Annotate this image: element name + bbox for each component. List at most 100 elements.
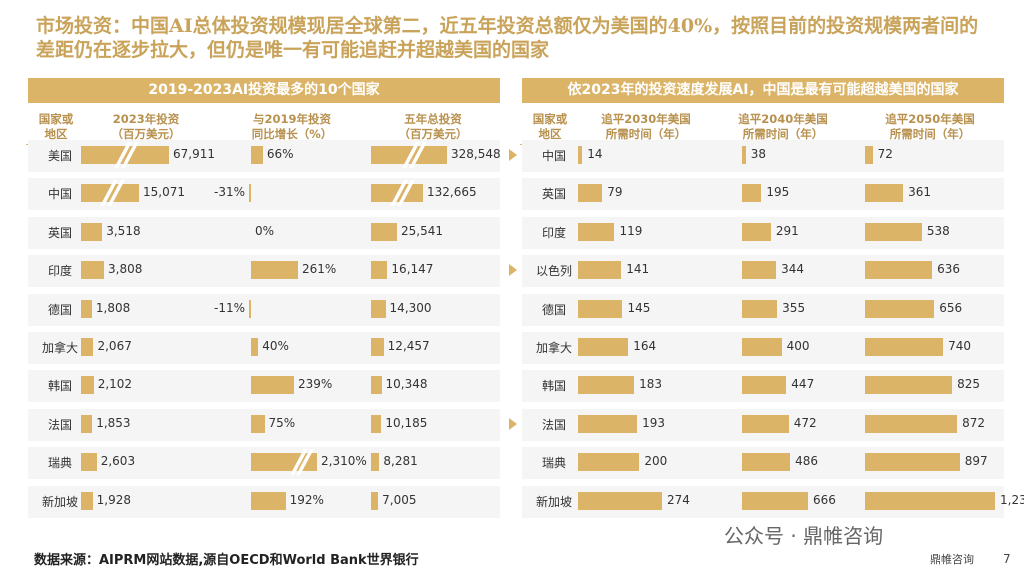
investment-2023-bar <box>81 299 92 318</box>
growth-label: -11% <box>213 300 245 315</box>
total-investment-label: 14,300 <box>389 300 432 315</box>
left-panel-title: 2019-2023AI投资最多的10个国家 <box>28 78 500 103</box>
investment-2023-bar <box>81 338 94 356</box>
total-investment-label: 132,665 <box>427 185 477 200</box>
catch-up-years-bar <box>742 453 791 472</box>
right-category-label: 以色列 <box>535 264 572 279</box>
catch-up-years-label: 656 <box>939 300 963 315</box>
catch-up-years-bar <box>742 376 787 395</box>
total-investment-bar <box>371 414 382 433</box>
investment-2023-bar <box>81 222 103 241</box>
catch-up-years-bar <box>865 146 873 164</box>
catch-up-years-bar <box>865 491 995 510</box>
investment-2023-label: 1,928 <box>96 492 131 507</box>
catch-up-years-label: 400 <box>786 339 810 353</box>
investment-2023-label: 67,911 <box>173 147 215 161</box>
growth-bar <box>251 146 263 164</box>
investment-2023-label: 2,067 <box>97 339 132 353</box>
investment-2023-bar <box>81 414 93 433</box>
catch-up-years-bar <box>578 184 603 203</box>
total-investment-label: 328,548 <box>451 147 501 161</box>
catch-up-years-bar <box>865 299 935 318</box>
catch-up-years-bar <box>742 414 789 433</box>
investment-2023-label: 3,808 <box>108 262 143 277</box>
catch-up-years-bar <box>578 414 638 433</box>
catch-up-years-label: 666 <box>813 492 836 507</box>
growth-bar <box>251 491 286 510</box>
catch-up-years-bar <box>865 338 944 356</box>
catch-up-years-bar <box>742 299 778 318</box>
left-column-header: 与2019年投资 同比增长（%） <box>226 112 358 145</box>
right-category-label: 瑞典 <box>541 456 566 471</box>
right-row-background <box>522 178 1004 211</box>
catch-up-years-label: 538 <box>926 223 950 238</box>
catch-up-years-label: 119 <box>619 223 643 238</box>
growth-label: 40% <box>262 339 289 353</box>
investment-2023-label: 15,071 <box>143 185 185 200</box>
growth-label: -31% <box>213 185 245 200</box>
panel-connector-arrow <box>509 149 517 161</box>
right-category-label: 加拿大 <box>535 341 572 355</box>
catch-up-years-bar <box>578 453 640 472</box>
total-investment-bar <box>371 376 382 395</box>
catch-up-years-label: 164 <box>633 339 657 353</box>
catch-up-years-label: 740 <box>948 339 972 353</box>
catch-up-years-label: 636 <box>937 262 961 277</box>
catch-up-years-label: 872 <box>962 415 985 430</box>
wechat-watermark: 公众号 · 鼎帷咨询 <box>724 524 884 548</box>
left-category-label: 新加坡 <box>41 494 78 509</box>
catch-up-years-bar <box>578 338 629 356</box>
investment-2023-label: 2,102 <box>97 377 133 392</box>
investment-2023-label: 1,808 <box>95 300 131 315</box>
left-category-label: 印度 <box>47 264 72 279</box>
growth-label: 2,310% <box>321 454 367 469</box>
panel-connector-arrow <box>509 417 517 430</box>
catch-up-years-label: 200 <box>644 454 668 469</box>
catch-up-years-label: 897 <box>964 454 988 469</box>
growth-bar <box>251 376 295 395</box>
right-category-label: 法国 <box>541 417 566 432</box>
catch-up-years-bar <box>865 453 960 472</box>
catch-up-years-bar <box>578 261 622 280</box>
catch-up-years-label: 274 <box>667 492 690 507</box>
growth-label: 0% <box>255 223 275 238</box>
total-investment-bar <box>371 453 380 472</box>
left-row-background <box>28 332 500 364</box>
catch-up-years-bar <box>742 184 762 203</box>
footer-brand: 鼎帷咨询 <box>930 553 974 566</box>
total-investment-label: 10,185 <box>385 415 428 430</box>
catch-up-years-label: 79 <box>607 185 623 200</box>
growth-label: 239% <box>298 377 333 392</box>
total-investment-bar <box>371 222 397 241</box>
catch-up-years-bar <box>742 146 746 164</box>
investment-2023-bar <box>81 453 97 472</box>
right-row-background <box>522 140 1004 172</box>
right-category-label: 英国 <box>541 187 566 202</box>
investment-2023-bar <box>81 146 169 164</box>
catch-up-years-label: 447 <box>791 377 815 392</box>
catch-up-years-label: 72 <box>877 147 893 161</box>
catch-up-years-label: 1,231 <box>1000 492 1024 507</box>
right-category-label: 印度 <box>541 225 566 240</box>
left-category-label: 美国 <box>47 149 72 163</box>
catch-up-years-bar <box>865 261 933 280</box>
catch-up-years-bar <box>578 299 623 318</box>
catch-up-years-label: 195 <box>766 185 790 200</box>
catch-up-years-label: 344 <box>781 262 804 277</box>
growth-label: 75% <box>268 415 296 430</box>
panel-connector-arrow <box>509 264 517 277</box>
catch-up-years-label: 486 <box>795 454 819 469</box>
investment-2023-label: 1,853 <box>96 415 131 430</box>
investment-2023-label: 3,518 <box>106 223 141 238</box>
catch-up-years-bar <box>865 222 922 241</box>
right-column-header: 追平2030年美国 所需时间（年） <box>582 112 710 145</box>
right-category-label: 韩国 <box>541 379 566 394</box>
left-category-label: 德国 <box>47 302 72 317</box>
investment-2023-bar <box>81 491 93 510</box>
catch-up-years-bar <box>578 146 583 164</box>
catch-up-years-label: 141 <box>626 262 650 277</box>
total-investment-label: 16,147 <box>391 262 434 277</box>
left-category-label: 中国 <box>47 187 72 202</box>
left-category-label: 加拿大 <box>41 341 78 355</box>
growth-bar <box>251 261 298 280</box>
